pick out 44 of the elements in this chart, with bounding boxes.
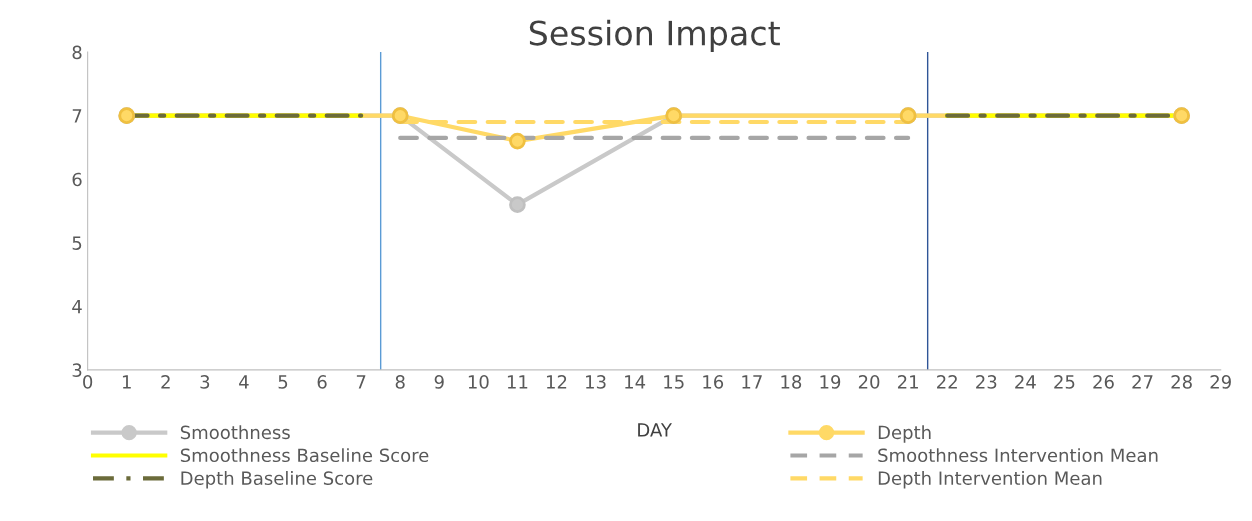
- y-tick-label: 4: [72, 300, 82, 314]
- x-tick-label: 27: [1132, 375, 1153, 389]
- x-axis-title: DAY: [638, 423, 672, 437]
- x-tick-label: 17: [742, 375, 762, 389]
- y-tick-label: 5: [72, 236, 82, 250]
- x-tick-label: 26: [1093, 375, 1114, 389]
- legend-label: Depth: [878, 425, 931, 443]
- x-tick-label: 11: [507, 375, 528, 389]
- x-tick-label: 0: [83, 375, 93, 389]
- x-tick-label: 3: [200, 375, 210, 389]
- legend-label: Depth Intervention Mean: [878, 471, 1102, 489]
- legend-label: Depth Baseline Score: [181, 471, 373, 489]
- x-tick-label: 18: [781, 375, 802, 389]
- x-tick-label: 19: [820, 375, 841, 389]
- x-tick-label: 24: [1015, 375, 1036, 389]
- x-tick-label: 8: [395, 375, 405, 389]
- x-tick-label: 7: [356, 375, 366, 389]
- x-tick-label: 9: [434, 375, 444, 389]
- x-tick-label: 25: [1054, 375, 1075, 389]
- y-tick-label: 8: [72, 45, 82, 60]
- x-tick-label: 2: [161, 375, 170, 389]
- x-tick-label: 23: [976, 375, 997, 389]
- y-tick-label: 6: [72, 172, 82, 187]
- x-tick-label: 15: [664, 375, 684, 389]
- x-tick-label: 21: [897, 375, 918, 389]
- legend-label: Smoothness Baseline Score: [180, 448, 429, 463]
- chart-title: Session Impact: [529, 19, 780, 53]
- x-tick-label: 16: [703, 375, 724, 389]
- x-tick-label: 29: [1210, 375, 1231, 389]
- x-tick-label: 4: [239, 375, 249, 389]
- x-tick-label: 13: [586, 375, 606, 389]
- x-tick-label: 28: [1171, 375, 1192, 389]
- legend-label: Smoothness: [180, 425, 290, 440]
- x-tick-label: 1: [122, 375, 131, 389]
- x-tick-label: 10: [468, 375, 489, 389]
- x-tick-label: 22: [937, 375, 957, 389]
- x-tick-label: 12: [546, 375, 567, 389]
- y-tick-label: 3: [72, 363, 82, 378]
- y-tick-label: 7: [72, 109, 82, 123]
- x-tick-label: 20: [858, 375, 880, 389]
- legend-label: Smoothness Intervention Mean: [878, 448, 1158, 463]
- x-tick-label: 5: [278, 375, 288, 389]
- x-tick-label: 14: [625, 375, 646, 389]
- x-tick-label: 6: [317, 375, 327, 389]
